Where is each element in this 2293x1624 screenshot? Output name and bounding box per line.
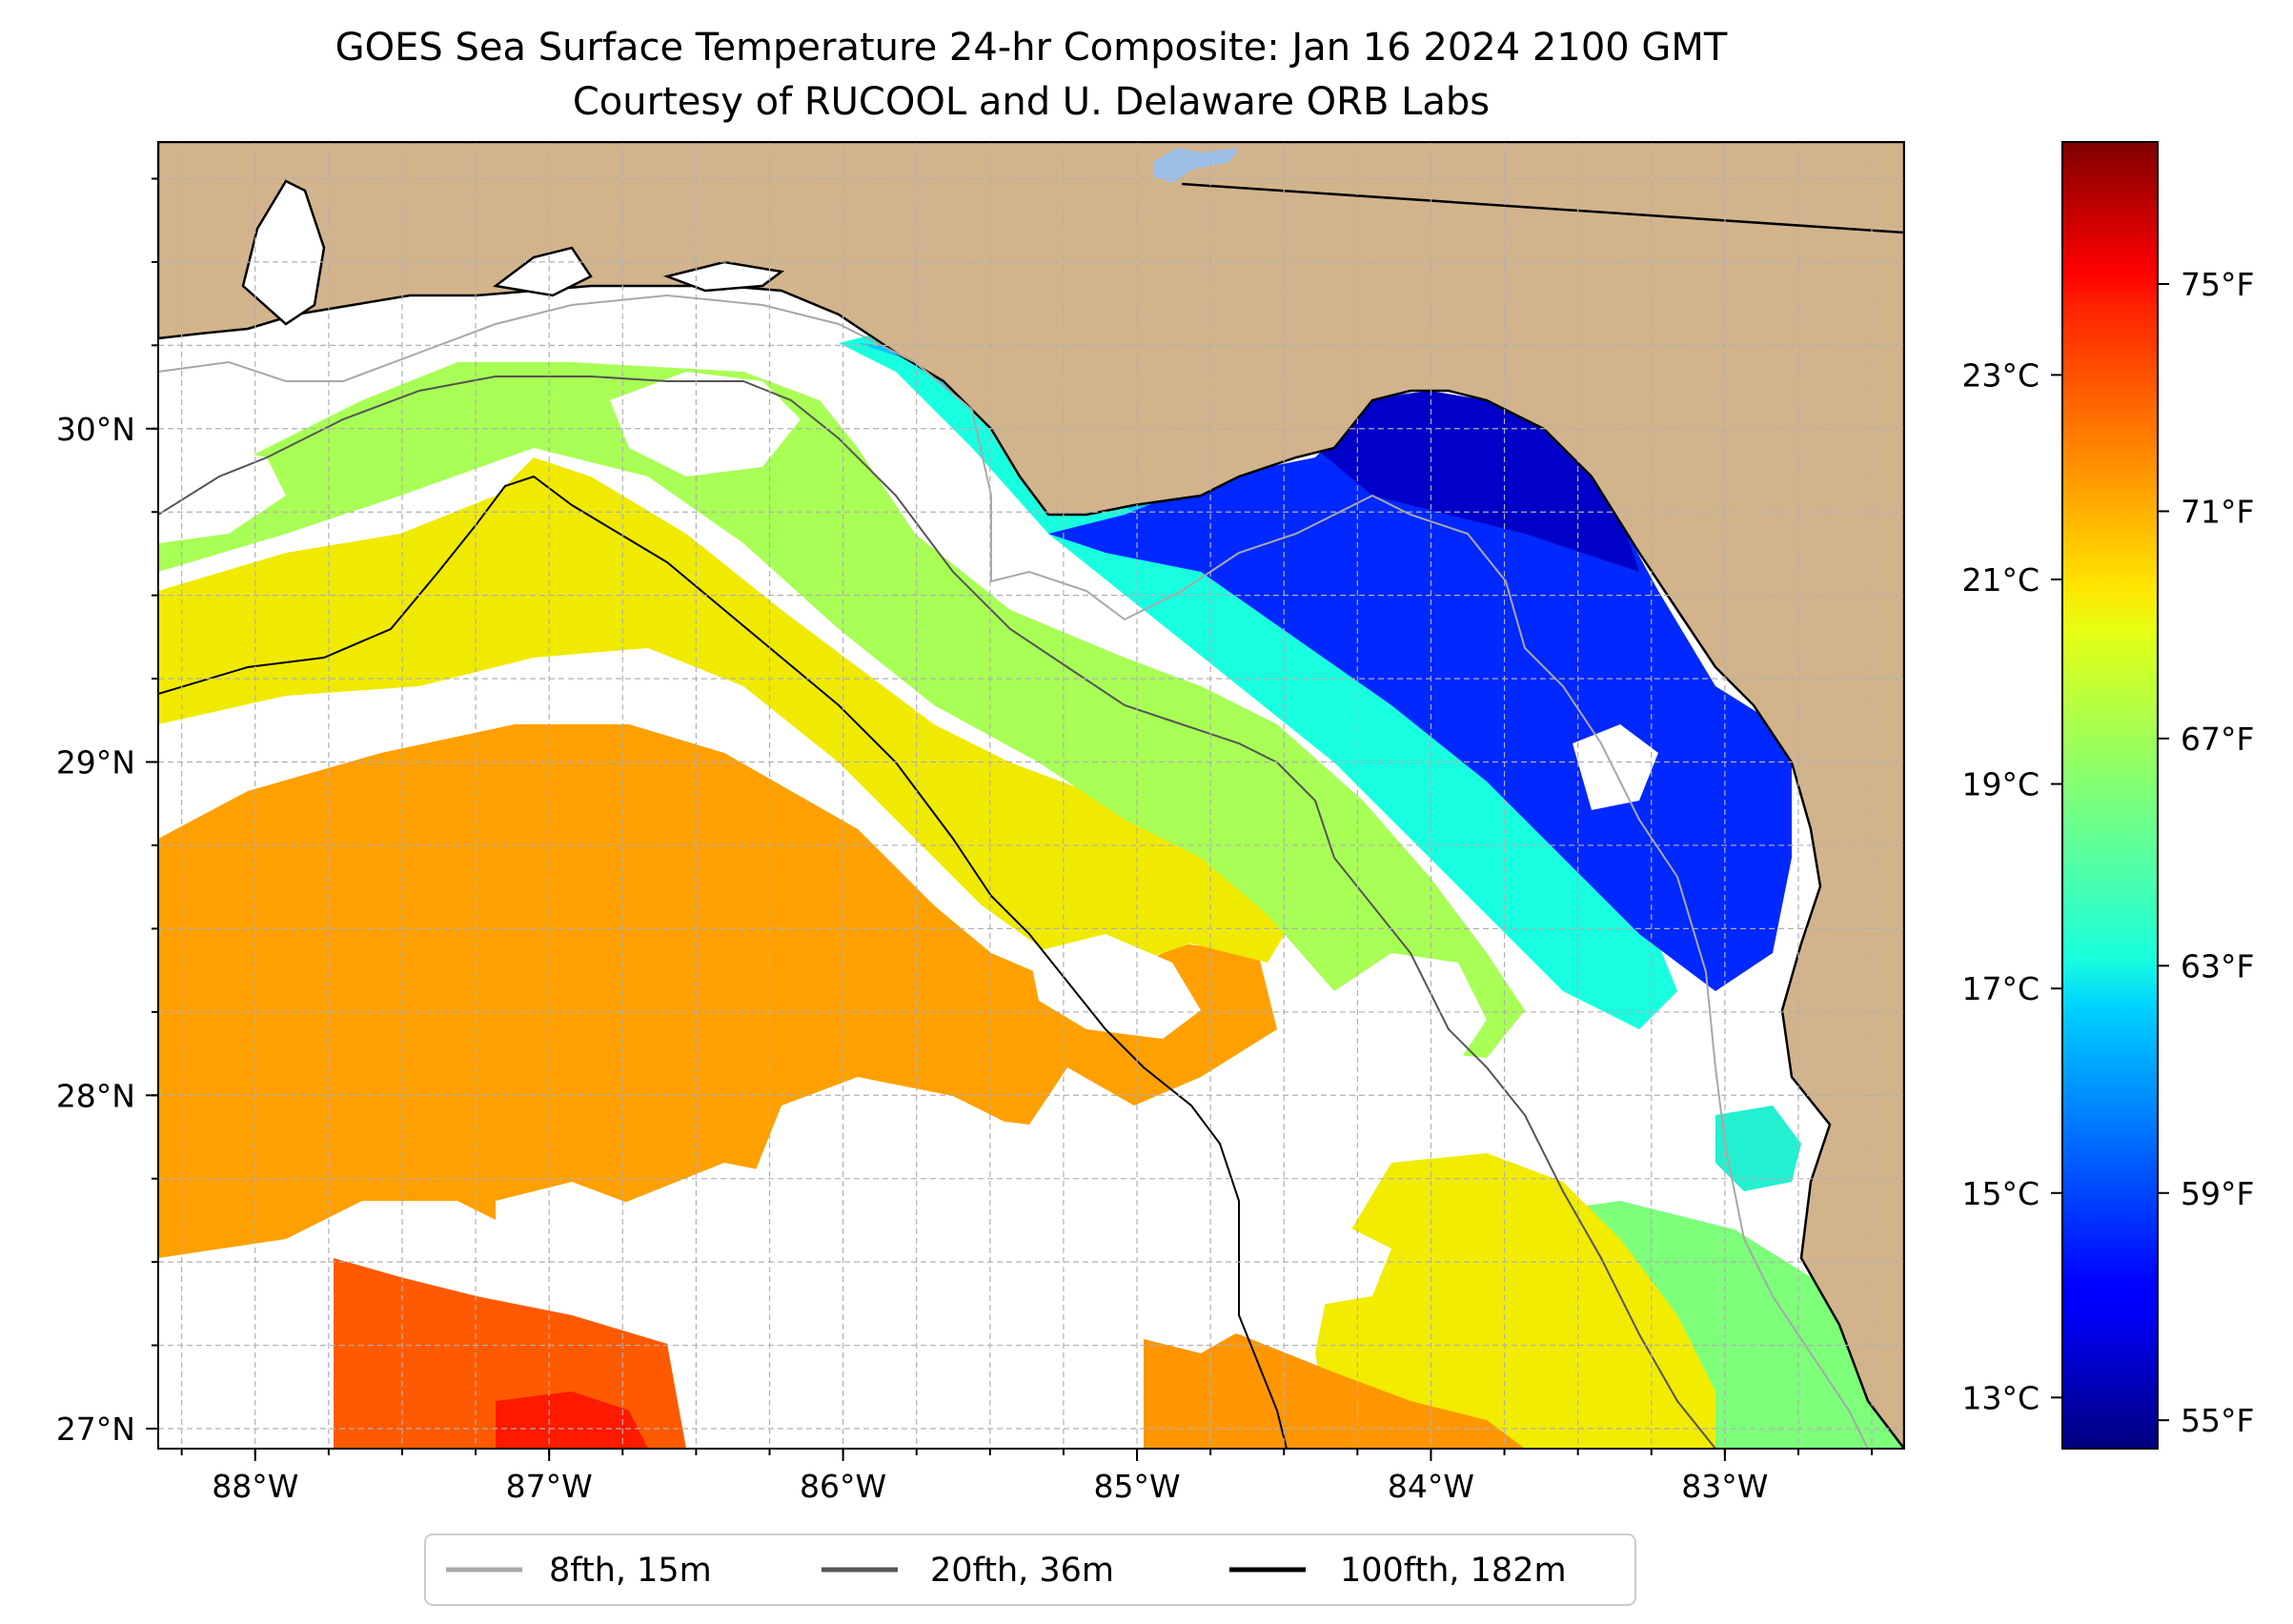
sst-field [158, 334, 1904, 1449]
colorbar [2061, 141, 2159, 1450]
title-line-2: Courtesy of RUCOOL and U. Delaware ORB L… [573, 80, 1490, 124]
lon-tick-label: 85°W [1093, 1468, 1180, 1505]
lat-tick-label: 29°N [56, 744, 135, 782]
legend-label-8fth: 8fth, 15m [549, 1552, 712, 1590]
colorbar-c-label: 19°C [1961, 766, 2039, 803]
isobath-20fth-line [158, 376, 1716, 1449]
lon-tick-label: 86°W [800, 1468, 886, 1505]
colorbar-f-label: 55°F [2181, 1402, 2254, 1439]
sst-deep-red-south [496, 1391, 648, 1449]
colorbar-c-label: 13°C [1961, 1379, 2039, 1416]
cloud-patch-mid [1029, 934, 1201, 1039]
cloud-patch-far-south [1277, 1220, 1391, 1306]
sst-warm-offshore [158, 724, 1277, 1258]
lat-tick-label: 30°N [56, 411, 135, 448]
cloud-patch-bigbend [1573, 724, 1658, 810]
land-mobile-bay-peninsula [241, 179, 326, 326]
lon-tick-label: 88°W [212, 1468, 298, 1505]
cloud-patch-north [610, 372, 801, 477]
gridlines [158, 142, 1904, 1449]
map-area [158, 142, 1904, 1449]
cloud-patch-south-2 [496, 1182, 686, 1296]
colorbar-ticks: 55°F 59°F 63°F 67°F 71°F 75°F 13°C 15°C 17°C 19°C… [1961, 266, 2254, 1439]
title-line-1: GOES Sea Surface Temperature 24-hr Compo… [335, 26, 1728, 70]
lon-tick-label: 87°W [506, 1468, 593, 1505]
sst-yellow-southeast [1315, 1153, 1715, 1449]
colorbar-f-label: 67°F [2181, 721, 2254, 758]
legend-label-100fth: 100fth, 182m [1340, 1552, 1567, 1590]
isobath-100fth-line [158, 475, 1288, 1449]
legend-label-20fth: 20fth, 36m [930, 1552, 1114, 1590]
sst-cyan-tampa [1715, 1106, 1801, 1191]
colorbar-c-label: 21°C [1961, 561, 2039, 599]
isobath-8fth-line [158, 294, 1869, 1449]
lat-tick-label: 27°N [56, 1411, 135, 1448]
lon-tick-label: 84°W [1388, 1468, 1474, 1505]
colorbar-c-label: 15°C [1961, 1175, 2039, 1212]
legend-box [424, 1533, 1636, 1606]
lake-seminole [1153, 148, 1239, 183]
cloud-patch-northwest [158, 448, 286, 543]
no-data-patches [158, 372, 1658, 1401]
colorbar-f-label: 75°F [2181, 266, 2254, 303]
map-frame [157, 141, 1905, 1450]
state-boundary-line [1181, 182, 1904, 234]
colorbar-f-label: 59°F [2181, 1175, 2254, 1212]
axes: 88°W 87°W 86°W 85°W 84°W 83°W 27°N 28°N 29°N 30°N [56, 177, 1874, 1505]
colorbar-c-label: 17°C [1961, 970, 2039, 1007]
colorbar-c-label: 23°C [1961, 356, 2039, 394]
colorbar-f-label: 71°F [2181, 493, 2254, 530]
sst-yellow-mid-shelf [158, 457, 1296, 972]
lon-tick-label: 83°W [1681, 1468, 1768, 1505]
cloud-patch-east [1334, 953, 1487, 1096]
lat-tick-label: 28°N [56, 1077, 135, 1114]
sst-orange-south-east [1144, 1315, 1525, 1449]
colorbar-f-label: 63°F [2181, 947, 2254, 985]
isobath-legend: 8fth, 15m 20fth, 36m 100fth, 182m [424, 1533, 1636, 1606]
